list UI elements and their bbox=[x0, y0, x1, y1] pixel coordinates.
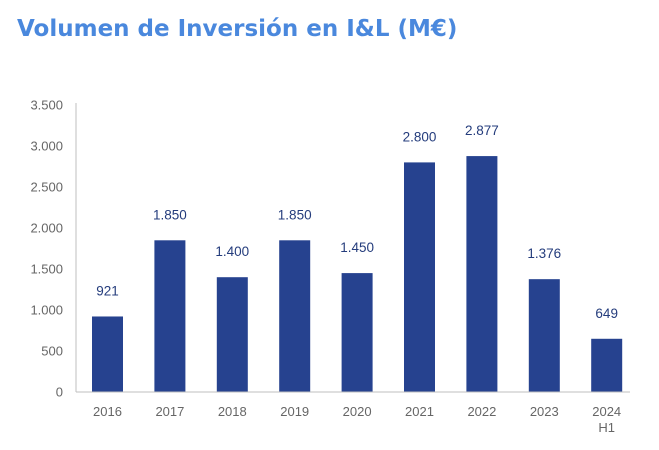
y-tick-label: 1.500 bbox=[30, 262, 63, 277]
y-tick-label: 500 bbox=[41, 344, 63, 359]
y-tick-label: 2.500 bbox=[30, 180, 63, 195]
chart-title: Volumen de Inversión en I&L (M€) bbox=[17, 16, 458, 42]
x-tick-label: 2024 H1 bbox=[592, 404, 621, 435]
data-label: 1.450 bbox=[340, 240, 374, 255]
bar bbox=[341, 273, 373, 392]
bar bbox=[154, 240, 186, 392]
data-label: 1.376 bbox=[527, 246, 561, 261]
x-tick-label: 2017 bbox=[155, 404, 184, 419]
bar bbox=[528, 279, 560, 392]
y-tick-label: 1.000 bbox=[30, 303, 63, 318]
x-tick-label: 2019 bbox=[280, 404, 309, 419]
data-label: 2.800 bbox=[403, 129, 437, 144]
bar bbox=[404, 162, 435, 392]
y-tick-label: 0 bbox=[56, 385, 63, 400]
bar bbox=[466, 156, 498, 392]
data-label: 1.400 bbox=[215, 244, 249, 259]
x-tick-label: 2023 bbox=[530, 404, 559, 419]
x-tick-label: 2018 bbox=[218, 404, 247, 419]
y-tick-label: 2.000 bbox=[30, 221, 63, 236]
x-tick-label: 2021 bbox=[405, 404, 434, 419]
y-tick-label: 3.000 bbox=[30, 139, 63, 154]
y-tick-label: 3.500 bbox=[30, 98, 63, 113]
x-tick-label: 2016 bbox=[93, 404, 122, 419]
x-tick-label: 2022 bbox=[467, 404, 496, 419]
bar bbox=[216, 277, 248, 392]
bar bbox=[92, 316, 123, 392]
bar bbox=[591, 338, 623, 392]
data-label: 2.877 bbox=[465, 123, 499, 138]
data-label: 1.850 bbox=[278, 207, 312, 222]
data-label: 921 bbox=[96, 283, 119, 298]
data-label: 649 bbox=[595, 306, 618, 321]
data-label: 1.850 bbox=[153, 207, 187, 222]
bar bbox=[279, 240, 311, 392]
x-tick-label: 2020 bbox=[343, 404, 372, 419]
